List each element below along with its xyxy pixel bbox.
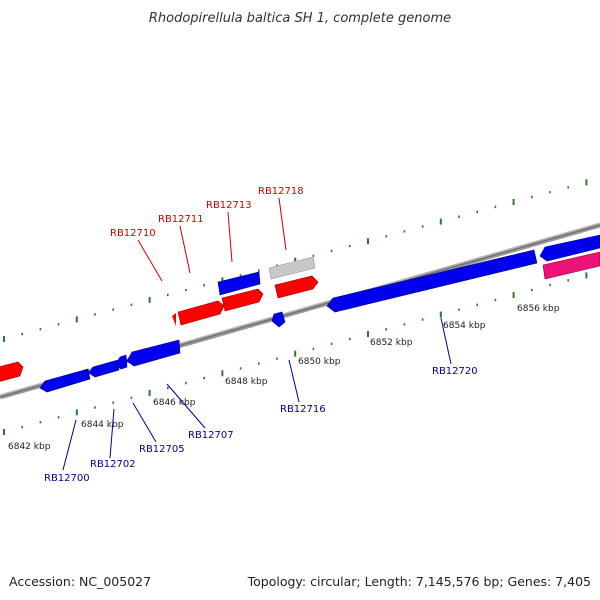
gene-label[interactable]: RB12713: [206, 200, 252, 211]
scale-label: 6850 kbp: [298, 357, 341, 367]
gene-rb12707[interactable]: [126, 339, 181, 367]
gene-feature[interactable]: [0, 361, 24, 382]
gene-rb12713[interactable]: [221, 288, 264, 312]
scale-label: 6854 kbp: [443, 321, 486, 331]
gene-rna-feature[interactable]: [542, 251, 600, 280]
gene-right-blue[interactable]: [539, 234, 600, 262]
gene-label[interactable]: RB12711: [158, 214, 204, 225]
gene-rb12718[interactable]: [274, 275, 319, 299]
gene-rb12705[interactable]: [115, 354, 128, 370]
scale-label: 6842 kbp: [8, 442, 51, 452]
gene-rb12710[interactable]: [172, 313, 176, 326]
accession-text: Accession: NC_005027: [9, 574, 151, 589]
scale-label: 6852 kbp: [370, 338, 413, 348]
reverse-strand-genes: [39, 234, 600, 393]
gene-rb12716[interactable]: [271, 311, 286, 328]
gene-rb12700[interactable]: [39, 368, 91, 393]
summary-text: Topology: circular; Length: 7,145,576 bp…: [247, 574, 591, 589]
gene-label[interactable]: RB12718: [258, 186, 304, 197]
scale-labels: 6842 kbp 6844 kbp 6846 kbp 6848 kbp 6850…: [8, 304, 560, 452]
reverse-gene-labels: RB12700 RB12702 RB12705 RB12707 RB12716 …: [44, 366, 478, 484]
gene-label[interactable]: RB12705: [139, 444, 185, 455]
gene-rb12702[interactable]: [88, 359, 120, 378]
gene-rb12720[interactable]: [326, 249, 538, 313]
gene-rb12711[interactable]: [177, 300, 225, 326]
scale-label: 6856 kbp: [517, 304, 560, 314]
scale-label: 6848 kbp: [225, 377, 268, 387]
genome-backbone: [0, 222, 600, 400]
gene-label[interactable]: RB12700: [44, 473, 90, 484]
scale-label: 6844 kbp: [81, 420, 124, 430]
gene-label[interactable]: RB12716: [280, 404, 326, 415]
scale-label: 6846 kbp: [153, 398, 196, 408]
gene-label[interactable]: RB12720: [432, 366, 478, 377]
gene-other-feature[interactable]: [268, 256, 316, 280]
gene-label[interactable]: RB12702: [90, 459, 136, 470]
map-title: Rhodopirellula baltica SH 1, complete ge…: [149, 11, 451, 26]
gene-upper-blue[interactable]: [217, 271, 261, 296]
gene-label[interactable]: RB12707: [188, 430, 234, 441]
forward-gene-labels: RB12710 RB12711 RB12713 RB12718: [110, 186, 304, 239]
leader-lines: [62, 197, 452, 471]
forward-strand-genes: [0, 251, 600, 382]
gene-label[interactable]: RB12710: [110, 228, 156, 239]
lower-tick-row: [3, 272, 588, 435]
